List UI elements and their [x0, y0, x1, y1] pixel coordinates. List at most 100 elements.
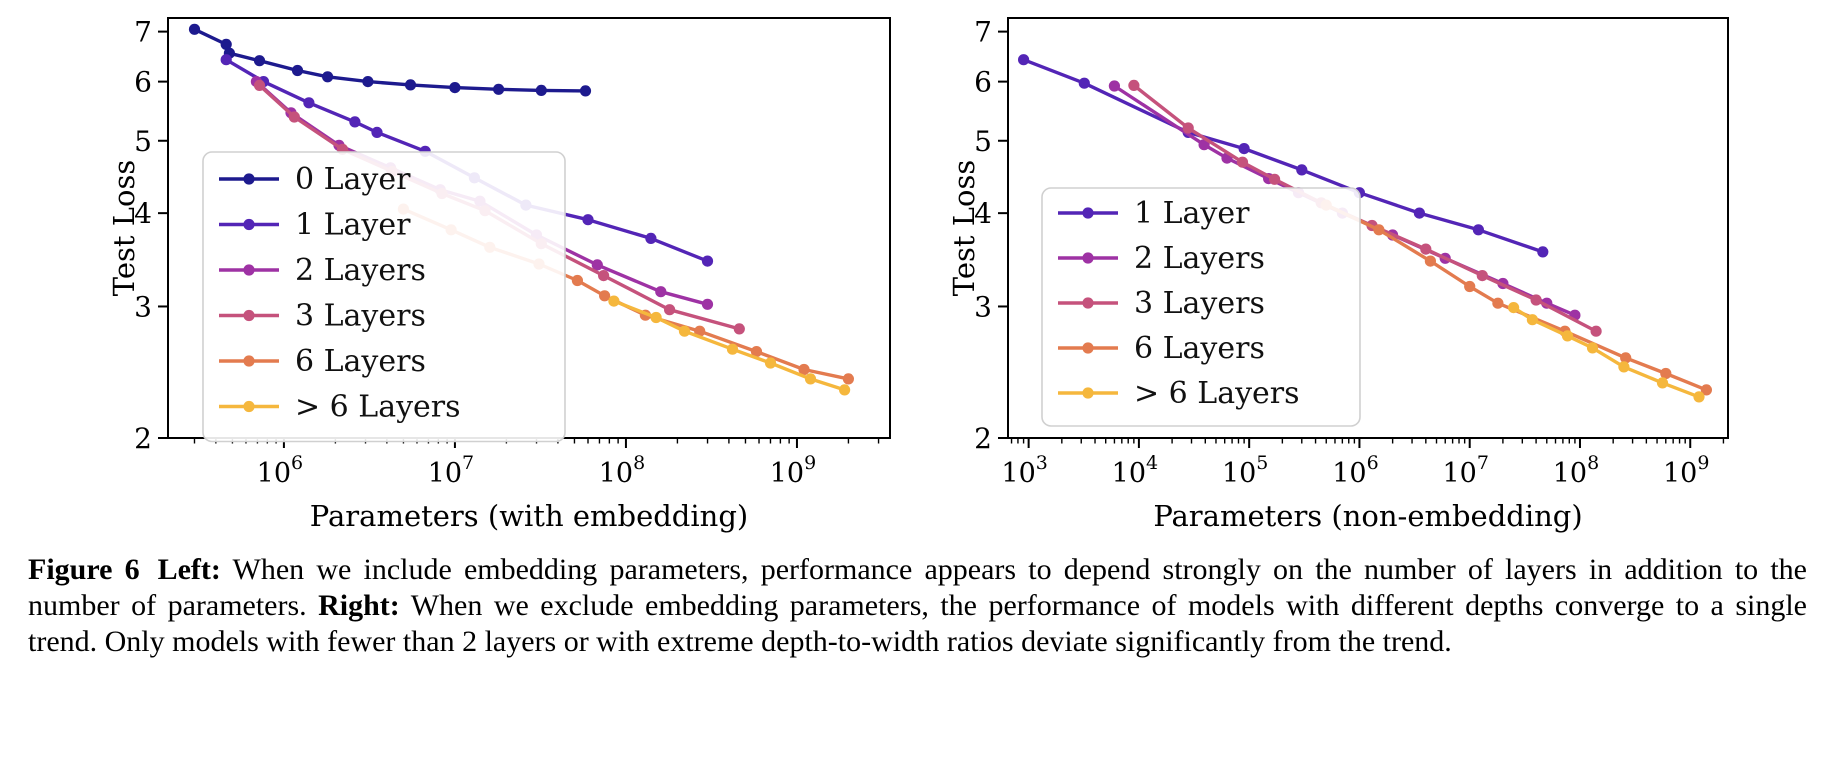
legend-box [202, 151, 566, 443]
y-tick-label: 3 [974, 290, 992, 323]
data-point [349, 116, 361, 128]
data-point [839, 384, 851, 396]
data-point [535, 84, 547, 96]
data-point [493, 83, 505, 95]
data-point [598, 270, 610, 282]
y-tick-label: 3 [134, 290, 152, 323]
data-point [571, 274, 584, 287]
y-axis-label: Test Loss [107, 160, 141, 297]
legend-sample-marker [1082, 297, 1094, 309]
legend-label: 3 Layers [1134, 286, 1265, 321]
data-point [253, 79, 266, 91]
x-axis-label: Parameters (non-embedding) [1153, 499, 1582, 533]
data-point [664, 304, 676, 316]
y-tick-label: 7 [974, 16, 992, 49]
y-tick-label: 6 [974, 66, 992, 99]
data-point [1476, 270, 1488, 282]
data-point [582, 214, 594, 226]
data-point [1590, 325, 1602, 337]
legend-sample-marker [243, 264, 255, 276]
x-tick-exponent: 9 [1697, 452, 1709, 474]
x-tick-label: 104 [1112, 452, 1158, 489]
legend-label: 0 Layer [295, 162, 411, 197]
data-point [1413, 207, 1425, 219]
legend-sample-marker [243, 355, 255, 367]
x-tick-exponent: 7 [462, 452, 474, 474]
legend-label: 3 Layers [295, 299, 426, 334]
data-point [645, 232, 657, 244]
legend-sample-marker [1082, 387, 1094, 399]
data-point [764, 357, 777, 369]
data-point [288, 111, 300, 123]
data-point [1620, 352, 1632, 364]
data-point [1198, 139, 1210, 151]
legend-label: 2 Layers [1134, 241, 1265, 276]
x-tick-label: 106 [257, 452, 303, 489]
caption-bold-right: Right: [318, 589, 400, 622]
y-tick-label: 7 [134, 16, 152, 49]
x-tick-exponent: 8 [633, 452, 645, 474]
y-tick-label: 4 [134, 197, 152, 230]
data-point [1420, 243, 1432, 255]
x-tick-label: 108 [1553, 452, 1599, 489]
legend-label: 1 Layer [295, 208, 411, 243]
data-point [1537, 246, 1549, 258]
plot-frame [1007, 17, 1729, 439]
caption-text-left: When we include embedding parameters, pe… [28, 553, 1807, 622]
data-point [188, 23, 201, 35]
x-tick-label: 108 [599, 452, 645, 489]
y-tick-label: 5 [974, 125, 992, 158]
legend-label: 6 Layers [295, 344, 426, 379]
data-point [1472, 224, 1484, 236]
x-tick-exponent: 4 [1146, 452, 1158, 474]
data-point [608, 295, 620, 307]
data-point [1561, 330, 1574, 342]
y-tick-label: 2 [134, 422, 152, 455]
data-point [404, 79, 417, 91]
data-point [655, 286, 667, 298]
data-point [362, 76, 374, 88]
x-tick-exponent: 7 [1477, 452, 1489, 474]
y-axis-label: Test Loss [947, 160, 981, 297]
legend-sample-marker [1082, 207, 1094, 219]
y-tick-label: 5 [134, 125, 152, 158]
data-point [449, 82, 461, 94]
x-tick-label: 103 [1001, 452, 1047, 489]
data-point [701, 255, 714, 267]
data-point [1128, 79, 1140, 91]
data-point [694, 325, 706, 337]
data-point [1508, 302, 1520, 314]
data-point [1373, 224, 1385, 236]
y-tick-label: 4 [974, 197, 992, 230]
x-tick-label: 109 [1663, 452, 1709, 489]
data-point [1618, 361, 1630, 373]
data-point [1296, 164, 1308, 176]
data-point [1424, 255, 1436, 267]
data-point [1656, 377, 1669, 389]
data-point [1236, 156, 1249, 168]
data-point [1018, 54, 1030, 66]
data-point [220, 54, 232, 66]
caption-figure-label: Figure 6 [28, 553, 140, 586]
x-tick-label: 107 [428, 452, 474, 489]
data-point [1108, 80, 1120, 92]
data-point [726, 343, 739, 355]
data-point [733, 323, 745, 335]
data-point [1464, 280, 1476, 293]
data-point [1530, 294, 1542, 306]
data-point [1182, 122, 1194, 134]
y-tick-label: 2 [974, 422, 992, 455]
x-tick-exponent: 3 [1036, 452, 1048, 474]
figure-caption: Figure 6 Left: When we include embedding … [28, 552, 1807, 660]
data-point [1078, 77, 1090, 89]
data-point [1660, 367, 1672, 380]
x-axis-label: Parameters (with embedding) [310, 499, 748, 533]
data-point [1269, 173, 1281, 185]
data-point [804, 373, 817, 385]
legend-sample-marker [243, 218, 255, 231]
legend-sample-marker [243, 400, 255, 413]
data-point [1586, 342, 1599, 354]
y-tick-label: 6 [134, 66, 152, 99]
data-point [1693, 391, 1705, 403]
